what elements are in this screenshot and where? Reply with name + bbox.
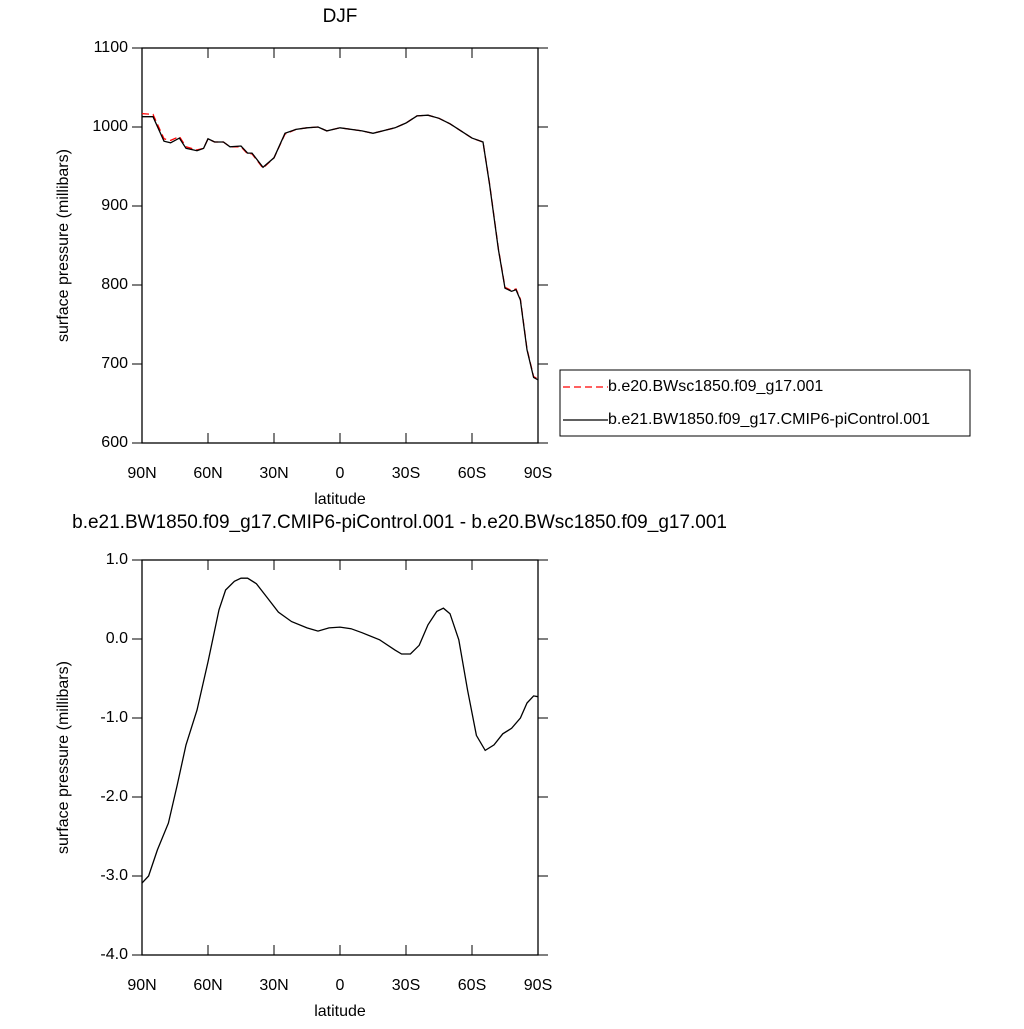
y-tick-label: 600: [101, 434, 128, 451]
y-tick-label: -4.0: [100, 946, 128, 963]
x-axis-label: latitude: [314, 1003, 366, 1020]
x-tick-label: 30N: [259, 465, 288, 482]
y-tick-label: 900: [101, 197, 128, 214]
y-tick-label: 1.0: [106, 551, 128, 568]
x-tick-label: 60N: [193, 465, 222, 482]
data-line: [141, 577, 539, 884]
x-axis-label: latitude: [314, 491, 366, 508]
plot-frame: [141, 559, 539, 956]
y-tick-label: 700: [101, 355, 128, 372]
x-tick-label: 90S: [524, 465, 552, 482]
x-tick-label: 0: [336, 977, 345, 994]
x-tick-label: 0: [336, 465, 345, 482]
x-tick-label: 60N: [193, 977, 222, 994]
x-tick-label: 60S: [458, 977, 486, 994]
y-tick-label: -2.0: [100, 788, 128, 805]
y-axis-label: surface pressure (millibars): [55, 149, 72, 342]
y-tick-label: 1100: [94, 39, 129, 56]
y-axis-label: surface pressure (millibars): [55, 661, 72, 854]
legend-label: b.e20.BWsc1850.f09_g17.001: [608, 378, 823, 395]
plot-frame: [141, 47, 539, 444]
y-tick-label: 1000: [92, 118, 128, 135]
data-line: [141, 112, 539, 380]
legend-label: b.e21.BW1850.f09_g17.CMIP6-piControl.001: [608, 411, 930, 428]
chart-title: DJF: [323, 6, 358, 27]
x-tick-label: 30S: [392, 465, 420, 482]
x-tick-label: 90N: [127, 977, 156, 994]
x-tick-label: 60S: [458, 465, 486, 482]
y-tick-label: -1.0: [100, 709, 128, 726]
legend-box: [559, 369, 971, 437]
chart-title: b.e21.BW1850.f09_g17.CMIP6-piControl.001…: [72, 512, 727, 533]
x-tick-label: 30S: [392, 977, 420, 994]
x-tick-label: 30N: [259, 977, 288, 994]
y-tick-label: 0.0: [106, 630, 128, 647]
data-line: [142, 114, 539, 381]
x-tick-label: 90S: [524, 977, 552, 994]
y-tick-label: -3.0: [100, 867, 128, 884]
x-tick-label: 90N: [127, 465, 156, 482]
y-tick-label: 800: [101, 276, 128, 293]
